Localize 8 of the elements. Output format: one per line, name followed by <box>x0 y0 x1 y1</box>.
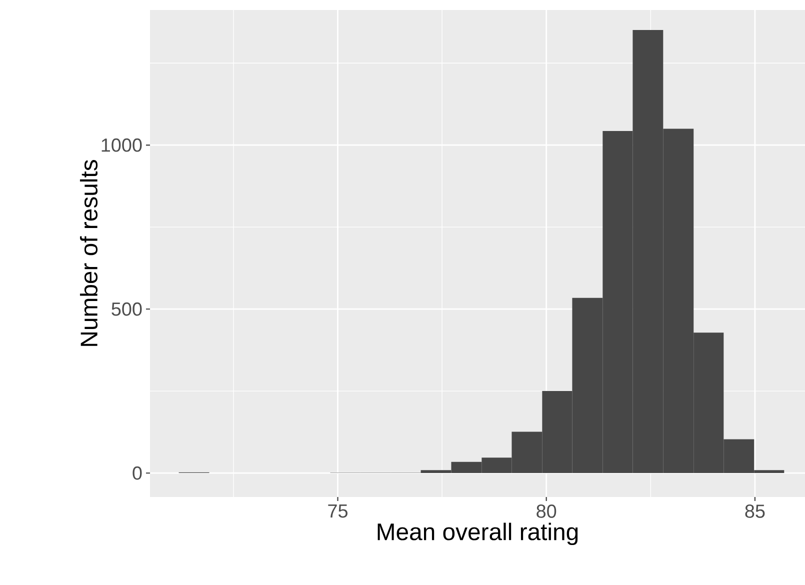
y-axis-title: Number of results <box>80 160 98 346</box>
x-axis-title: Mean overall rating <box>378 522 578 546</box>
y-tick-label: 0 <box>132 466 142 480</box>
x-tick-label: 80 <box>536 504 556 518</box>
x-tick-label: 85 <box>745 504 765 518</box>
y-tick-label: 1000 <box>102 138 142 152</box>
x-tick-label: 75 <box>328 504 348 518</box>
y-tick-label: 500 <box>112 302 142 316</box>
